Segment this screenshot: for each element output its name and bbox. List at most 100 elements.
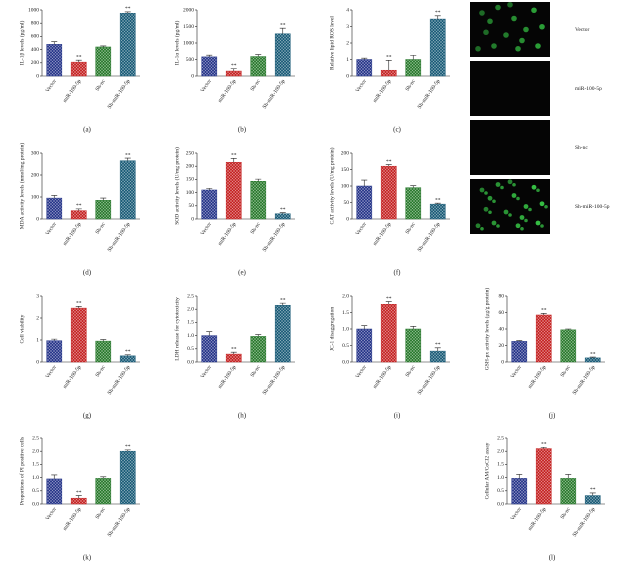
x-tick-label: miR-100-5p xyxy=(527,506,547,532)
bar xyxy=(584,495,601,505)
y-axis-label: Cell viability xyxy=(19,314,25,343)
error-bar xyxy=(75,306,82,309)
error-bar xyxy=(255,334,262,337)
error-bar xyxy=(516,340,523,342)
y-tick-label: 50 xyxy=(189,203,195,209)
x-tick-label: Vector xyxy=(355,364,368,379)
error-bar xyxy=(410,326,417,329)
significance: ** xyxy=(125,444,131,450)
y-tick-label: 1.5 xyxy=(32,462,39,468)
bar xyxy=(70,210,87,220)
image-label: Vector xyxy=(575,27,590,33)
significance: ** xyxy=(280,207,286,213)
error-bar xyxy=(124,157,131,161)
y-tick-label: 0.0 xyxy=(32,501,39,507)
x-tick-label: miR-100-5p xyxy=(372,78,392,104)
panel-label: (h) xyxy=(238,412,247,420)
x-tick-label: Sh-nc xyxy=(250,78,263,92)
bar xyxy=(274,33,291,77)
x-tick-label: Vector xyxy=(355,221,368,236)
fluorescence-image xyxy=(470,120,550,175)
error-bar xyxy=(100,197,107,201)
y-tick-label: 150 xyxy=(341,167,350,173)
y-axis-label: Cellular AM/CoCl2 assay xyxy=(484,442,490,499)
error-bar xyxy=(124,354,131,356)
error-bar xyxy=(100,45,107,47)
bar xyxy=(119,160,136,220)
x-tick-label: Sh-miR-100-5p xyxy=(417,221,442,253)
bar xyxy=(429,18,446,77)
y-tick-label: 2000 xyxy=(183,7,194,13)
x-tick-label: Vector xyxy=(355,78,368,93)
x-tick-label: Vector xyxy=(45,506,58,521)
x-tick-label: Sh-miR-100-5p xyxy=(262,364,287,396)
bar xyxy=(429,203,446,220)
y-tick-label: 200 xyxy=(31,60,40,66)
y-tick-label: 1.5 xyxy=(187,320,194,326)
x-tick-label: miR-100-5p xyxy=(372,364,392,390)
bar xyxy=(356,328,373,363)
bar xyxy=(356,59,373,77)
y-tick-label: 0 xyxy=(501,359,504,365)
error-bar xyxy=(124,11,131,14)
panel-label: (c) xyxy=(393,126,401,134)
panel-label: (g) xyxy=(83,412,92,420)
y-axis-label: IL-1β levels (pg/ml) xyxy=(18,21,25,66)
bar xyxy=(46,197,63,220)
error-bar xyxy=(361,325,368,329)
error-bar xyxy=(51,41,58,45)
x-tick-label: miR-100-5p xyxy=(527,364,547,390)
error-bar xyxy=(75,208,82,211)
x-tick-label: Vector xyxy=(510,364,523,379)
y-tick-label: 100 xyxy=(341,183,350,189)
panel-label: (a) xyxy=(83,126,91,134)
bar xyxy=(405,59,422,77)
panel-label: (j) xyxy=(549,412,556,420)
y-axis-label: JC-1 disaggregation xyxy=(329,307,335,351)
x-tick-label: Sh-nc xyxy=(405,221,418,235)
x-tick-label: Sh-nc xyxy=(250,221,263,235)
bar xyxy=(95,478,112,505)
x-tick-label: Sh-miR-100-5p xyxy=(262,78,287,110)
bar xyxy=(46,44,63,77)
error-bar xyxy=(100,339,107,342)
panel-label: (k) xyxy=(83,554,92,562)
image-label: Sh-miR-100-5p xyxy=(575,204,610,210)
y-tick-label: 80 xyxy=(499,293,505,299)
significance: ** xyxy=(76,203,82,209)
bar xyxy=(46,478,63,505)
y-tick-label: 1.0 xyxy=(497,475,504,481)
bar xyxy=(274,213,291,220)
y-tick-label: 100 xyxy=(186,190,195,196)
bar xyxy=(119,13,136,77)
significance: ** xyxy=(386,159,392,165)
error-bar xyxy=(75,59,82,63)
error-bar xyxy=(434,347,441,352)
y-tick-label: 500 xyxy=(186,57,195,63)
error-bar xyxy=(279,302,286,306)
y-tick-label: 0 xyxy=(36,73,39,79)
x-tick-label: miR-100-5p xyxy=(217,364,237,390)
y-tick-label: 4 xyxy=(346,7,349,13)
error-bar xyxy=(434,15,441,20)
panel-label: (i) xyxy=(394,412,401,420)
x-tick-label: Sh-miR-100-5p xyxy=(417,364,442,396)
y-axis-label: LDH release for cytotoxicity xyxy=(173,297,180,361)
y-tick-label: 0 xyxy=(191,216,194,222)
significance: ** xyxy=(125,6,131,12)
y-tick-label: 600 xyxy=(31,34,40,40)
bar xyxy=(201,335,218,363)
panel-label: (e) xyxy=(238,269,246,277)
image-label: Sh-nc xyxy=(575,145,588,151)
bar xyxy=(405,328,422,363)
y-tick-label: 2.5 xyxy=(32,435,39,441)
x-tick-label: Sh-nc xyxy=(95,78,108,92)
fluorescence-image xyxy=(470,179,550,234)
y-tick-label: 2.0 xyxy=(342,293,349,299)
error-bar xyxy=(385,164,392,167)
y-tick-label: 400 xyxy=(31,47,40,53)
error-bar xyxy=(361,179,368,186)
error-bar xyxy=(230,157,237,163)
y-axis-label: IL-1α levels (pg/ml) xyxy=(173,20,180,65)
